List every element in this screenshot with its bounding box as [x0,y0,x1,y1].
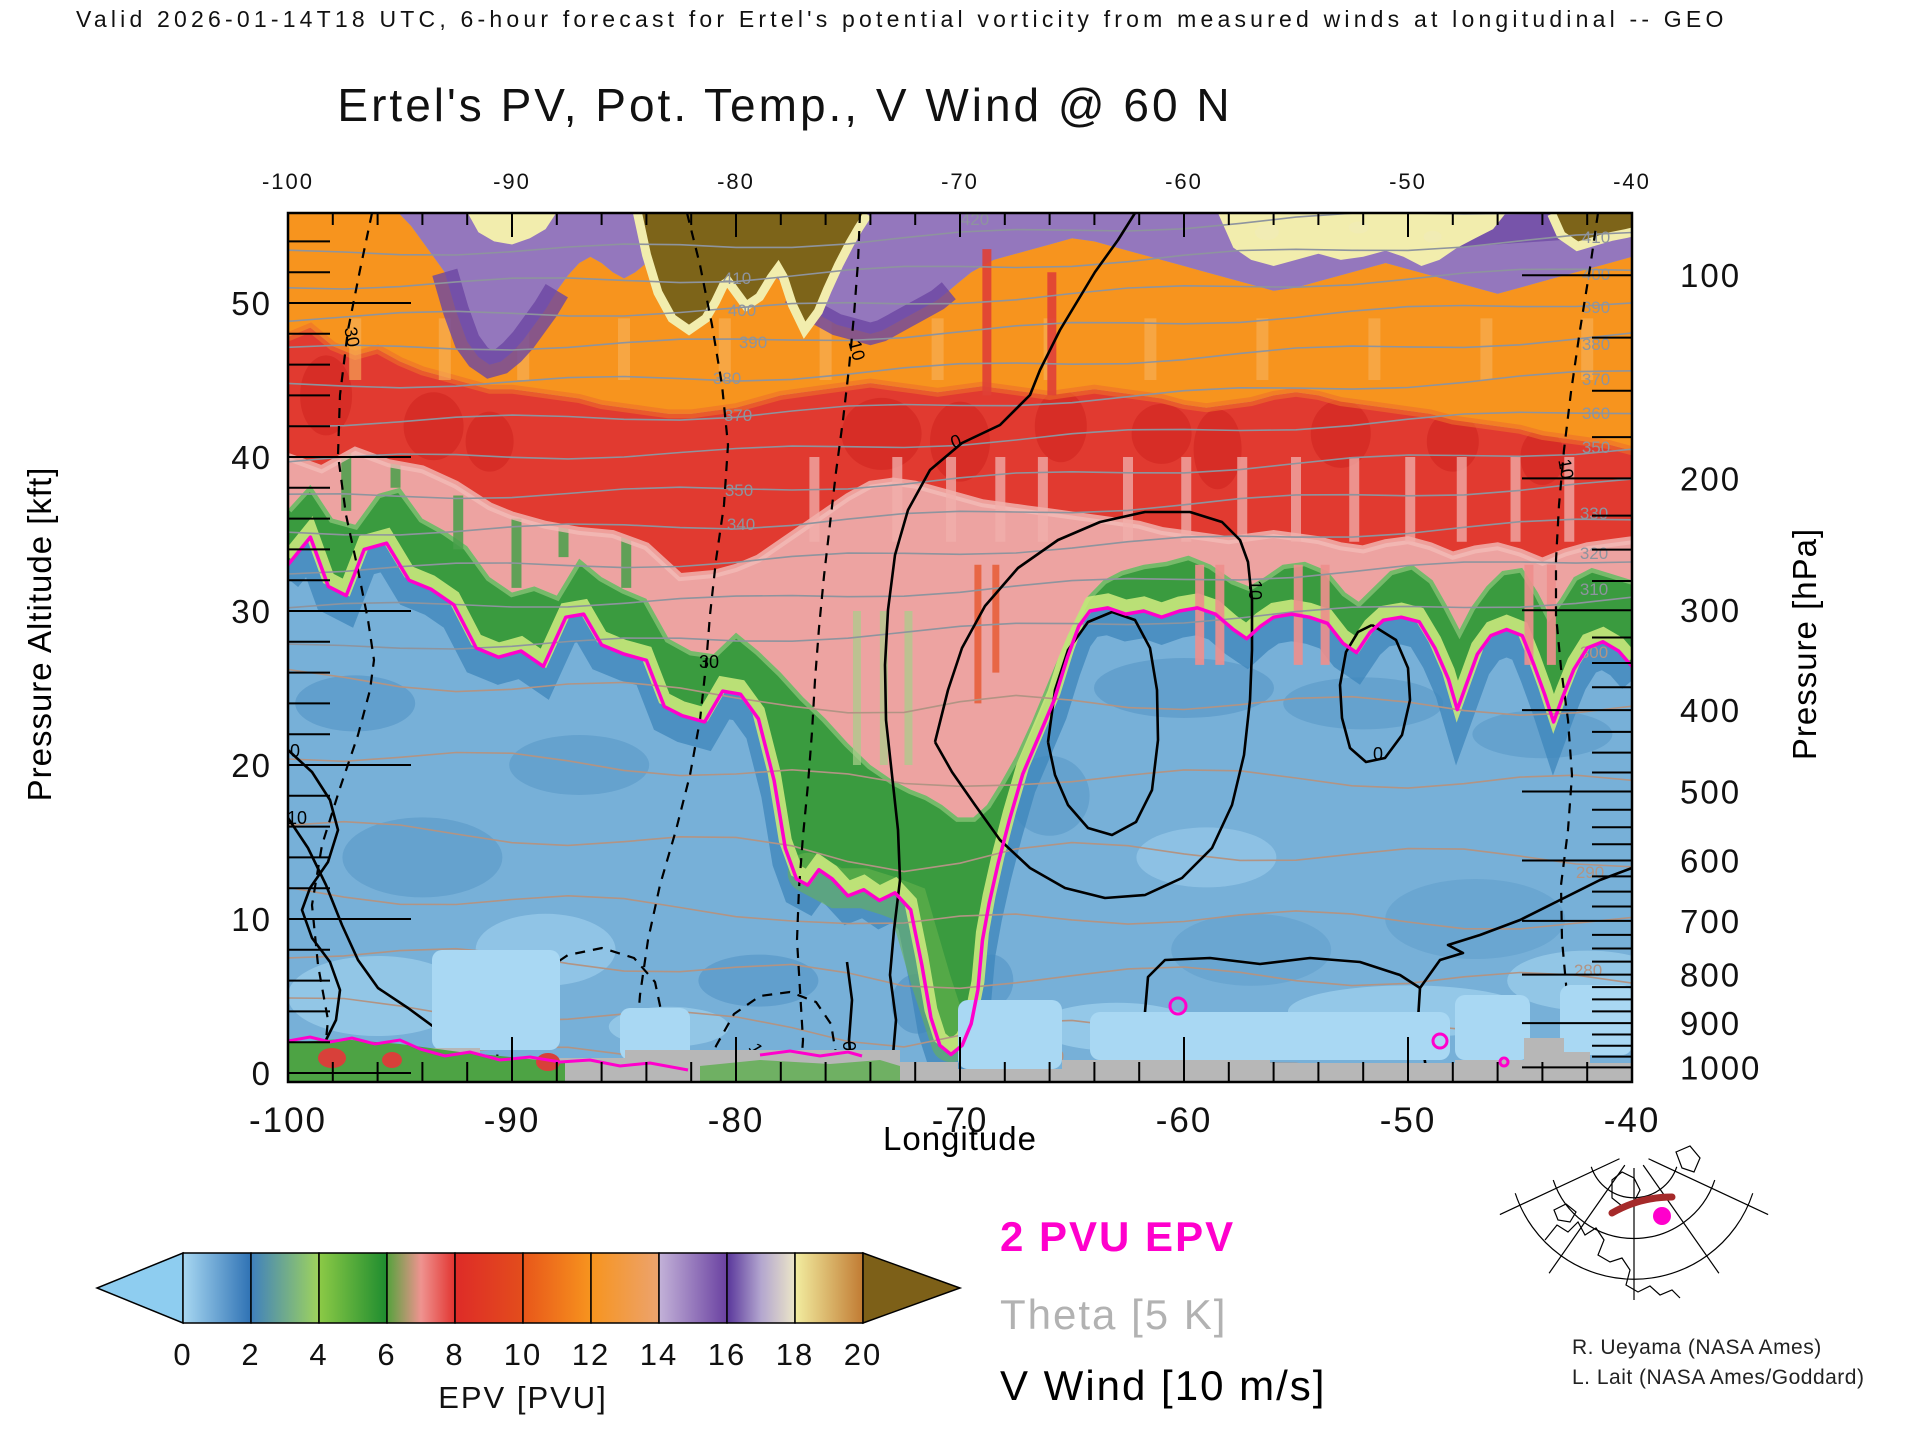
svg-text:390: 390 [739,333,767,352]
coastline [1544,1221,1681,1299]
inset-map [1499,1145,1769,1300]
svg-text:-40: -40 [1604,1101,1661,1140]
svg-text:16: 16 [708,1337,746,1372]
svg-text:380: 380 [1582,335,1610,354]
svg-text:18: 18 [776,1337,814,1372]
svg-text:-70: -70 [941,169,979,194]
svg-text:400: 400 [728,301,756,320]
svg-text:-50: -50 [1389,169,1427,194]
svg-text:330: 330 [1580,504,1608,523]
svg-text:0: 0 [290,741,300,761]
svg-text:-80: -80 [708,1101,765,1140]
svg-text:-80: -80 [717,169,755,194]
location-dot [1653,1207,1671,1225]
svg-text:380: 380 [713,369,741,388]
svg-text:-100: -100 [249,1101,327,1140]
svg-text:370: 370 [724,406,752,425]
x-axis-title: Longitude [883,1120,1037,1157]
legend-2pvu-epv: 2 PVU EPV [1000,1213,1236,1260]
epv-field: 4204104003903803703503404104003903803703… [287,210,1632,1082]
svg-text:40: 40 [231,439,272,476]
svg-text:6: 6 [377,1337,396,1372]
terrain-mask [288,1038,1632,1082]
svg-text:10: 10 [1554,457,1577,480]
svg-text:12: 12 [572,1337,610,1372]
svg-text:-90: -90 [484,1101,541,1140]
two-pvu-contour [288,535,1632,1057]
svg-text:0: 0 [839,1041,859,1051]
svg-text:10: 10 [504,1337,542,1372]
page-title: Ertel's PV, Pot. Temp., V Wind @ 60 N [337,79,1233,131]
svg-text:400: 400 [1680,692,1741,729]
svg-text:2: 2 [241,1337,260,1372]
svg-text:370: 370 [1582,370,1610,389]
colorbar: 0 2 4 6 8 10 12 14 16 18 20 EPV [PVU] [95,1251,963,1415]
svg-text:900: 900 [1680,1005,1741,1042]
svg-text:10: 10 [1245,580,1265,600]
svg-text:350: 350 [725,481,753,500]
svg-text:500: 500 [1680,773,1741,810]
svg-text:10: 10 [231,901,272,938]
svg-text:350: 350 [1582,438,1610,457]
svg-text:0: 0 [173,1337,192,1372]
svg-text:4: 4 [309,1337,328,1372]
svg-text:390: 390 [1582,298,1610,317]
svg-text:420: 420 [961,210,989,229]
svg-text:20: 20 [231,747,272,784]
svg-text:-90: -90 [493,169,531,194]
colorbar-label: EPV [PVU] [438,1380,608,1415]
svg-text:10: 10 [287,808,307,828]
legend-theta: Theta [5 K] [1000,1291,1228,1338]
svg-text:-40: -40 [1613,169,1651,194]
left-axis-title: Pressure Altitude [kft] [21,466,58,802]
svg-text:-60: -60 [1165,169,1203,194]
plot-frame [286,211,1634,1084]
svg-text:1000: 1000 [1680,1049,1761,1086]
svg-text:600: 600 [1680,843,1741,880]
svg-text:340: 340 [727,515,755,534]
axis-ticks [287,213,1633,1082]
svg-text:200: 200 [1680,460,1741,497]
svg-text:50: 50 [231,285,272,322]
validity-line: Valid 2026-01-14T18 UTC, 6-hour forecast… [76,6,1728,32]
svg-text:360: 360 [1582,404,1610,423]
svg-text:8: 8 [445,1337,464,1372]
svg-text:300: 300 [1680,592,1741,629]
svg-text:-50: -50 [1380,1101,1437,1140]
svg-text:410: 410 [1582,228,1610,247]
svg-text:20: 20 [844,1337,882,1372]
svg-text:-70: -70 [932,1101,989,1140]
flight-track-arc [1608,1193,1676,1217]
legend-v-wind: V Wind [10 m/s] [1000,1362,1327,1409]
svg-text:800: 800 [1680,957,1741,994]
svg-text:0: 0 [252,1055,272,1092]
colorbar-under-arrow [95,1251,184,1325]
right-axis-title: Pressure [hPa] [1786,527,1823,761]
svg-text:310: 310 [1580,580,1608,599]
colorbar-over-arrow [862,1251,963,1325]
svg-text:320: 320 [1580,544,1608,563]
svg-text:700: 700 [1680,903,1741,940]
svg-text:-60: -60 [1156,1101,1213,1140]
svg-text:-100: -100 [262,169,314,194]
svg-text:100: 100 [1680,257,1741,294]
svg-text:280: 280 [1574,961,1602,980]
credit-ueyama: R. Ueyama (NASA Ames) [1572,1336,1822,1359]
credit-lait: L. Lait (NASA Ames/Goddard) [1572,1366,1865,1389]
svg-text:0: 0 [1373,744,1383,764]
svg-text:30: 30 [231,593,272,630]
axis-tick-labels: -100 -100 -90 -90 -80 -80 -70 -70 -60 -60 -50 -50 -4… [231,169,1761,1140]
svg-text:30: 30 [699,652,719,672]
svg-text:410: 410 [723,269,751,288]
svg-text:30: 30 [340,325,363,348]
svg-text:14: 14 [640,1337,678,1372]
